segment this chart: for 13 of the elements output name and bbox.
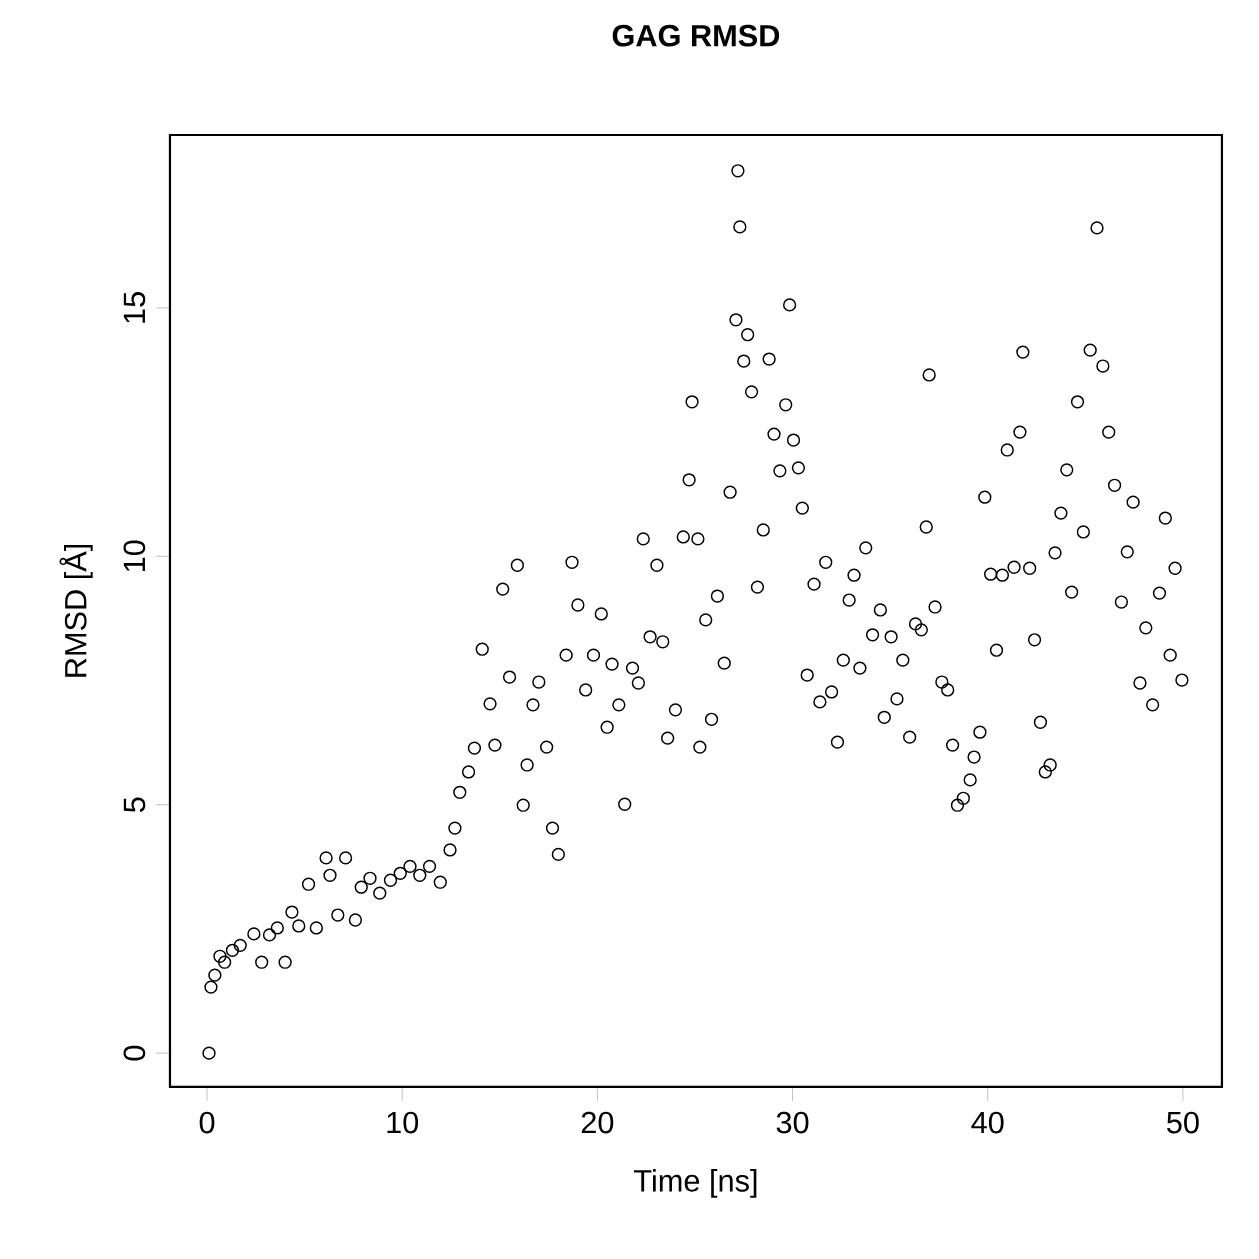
y-tick-label: 5: [123, 797, 146, 813]
x-tick-label: 20: [581, 1111, 614, 1134]
y-tick-label: 15: [123, 292, 146, 323]
chart-title: GAG RMSD: [612, 24, 780, 47]
x-tick-label: 30: [776, 1111, 809, 1134]
y-tick-label: 10: [123, 540, 146, 572]
y-tick-label: 0: [123, 1045, 146, 1061]
x-tick-label: 10: [387, 1111, 419, 1134]
x-tick-label: 50: [1167, 1111, 1199, 1134]
x-tick-label: 0: [199, 1111, 215, 1134]
y-axis-title: RMSD [Å]: [59, 544, 93, 677]
x-tick-label: 40: [971, 1111, 1004, 1134]
x-axis-title: Time [ns]: [634, 1169, 757, 1198]
